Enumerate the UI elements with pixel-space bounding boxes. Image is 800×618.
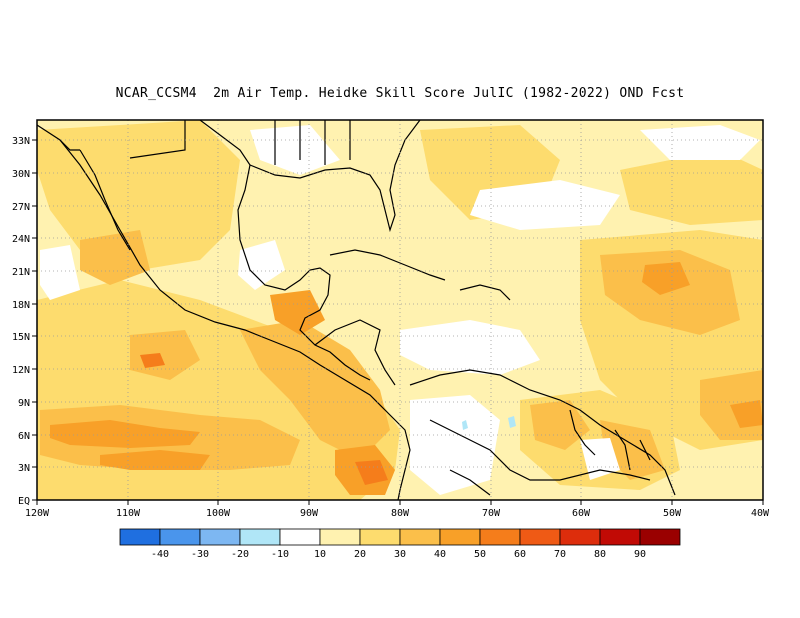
lon-label: 50W bbox=[663, 508, 682, 519]
lon-label: 60W bbox=[572, 508, 591, 519]
longitude-labels: 120W 110W 100W 90W 80W 70W 60W 50W 40W bbox=[25, 508, 770, 519]
colorbar-swatch bbox=[639, 528, 681, 546]
colorbar-swatch bbox=[159, 528, 201, 546]
lon-label: 110W bbox=[116, 508, 141, 519]
colorbar-swatch bbox=[319, 528, 361, 546]
lat-label: 27N bbox=[12, 202, 30, 213]
lat-label: 33N bbox=[12, 136, 30, 147]
colorbar-swatch bbox=[199, 528, 241, 546]
lat-label: EQ bbox=[18, 496, 30, 507]
gridlines bbox=[37, 120, 763, 500]
colorbar-label: -20 bbox=[231, 549, 249, 560]
coastlines bbox=[37, 120, 676, 500]
lat-label: 3N bbox=[18, 463, 30, 474]
lon-label: 70W bbox=[482, 508, 501, 519]
colorbar-label: 30 bbox=[394, 549, 406, 560]
colorbar-swatch bbox=[599, 528, 641, 546]
colorbar: -40 -30 -20 -10 10 20 30 40 50 60 70 80 90 bbox=[119, 528, 681, 560]
colorbar-swatch bbox=[559, 528, 601, 546]
colorbar-label: 50 bbox=[474, 549, 486, 560]
colorbar-label: 40 bbox=[434, 549, 446, 560]
colorbar-swatch bbox=[439, 528, 481, 546]
lat-label: 18N bbox=[12, 300, 30, 311]
colorbar-label: 60 bbox=[514, 549, 526, 560]
axis-ticks bbox=[32, 139, 764, 505]
lon-label: 40W bbox=[751, 508, 770, 519]
colorbar-label: 70 bbox=[554, 549, 566, 560]
colorbar-label: -30 bbox=[191, 549, 209, 560]
lon-label: 90W bbox=[300, 508, 319, 519]
latitude-labels: 33N 30N 27N 24N 21N 18N 15N 12N 9N 6N 3N… bbox=[12, 136, 30, 507]
colorbar-label: 80 bbox=[594, 549, 606, 560]
colorbar-swatch bbox=[399, 528, 441, 546]
lon-label: 80W bbox=[391, 508, 410, 519]
colorbar-label: 20 bbox=[354, 549, 366, 560]
lon-label: 120W bbox=[25, 508, 50, 519]
colorbar-swatch bbox=[479, 528, 521, 546]
lat-label: 12N bbox=[12, 365, 30, 376]
colorbar-swatch bbox=[359, 528, 401, 546]
colorbar-label: 10 bbox=[314, 549, 326, 560]
map-title: NCAR_CCSM4 2m Air Temp. Heidke Skill Sco… bbox=[115, 86, 685, 101]
lat-label: 15N bbox=[12, 332, 30, 343]
lat-label: 6N bbox=[18, 431, 30, 442]
colorbar-swatch bbox=[519, 528, 561, 546]
colorbar-swatch bbox=[279, 528, 321, 546]
lat-label: 30N bbox=[12, 169, 30, 180]
lat-label: 9N bbox=[18, 398, 30, 409]
lat-label: 21N bbox=[12, 267, 30, 278]
lon-label: 100W bbox=[206, 508, 231, 519]
colorbar-swatch bbox=[239, 528, 281, 546]
colorbar-label: -40 bbox=[151, 549, 169, 560]
colorbar-label: 90 bbox=[634, 549, 646, 560]
lat-label: 24N bbox=[12, 234, 30, 245]
colorbar-swatch bbox=[119, 528, 161, 546]
colorbar-label: -10 bbox=[271, 549, 289, 560]
